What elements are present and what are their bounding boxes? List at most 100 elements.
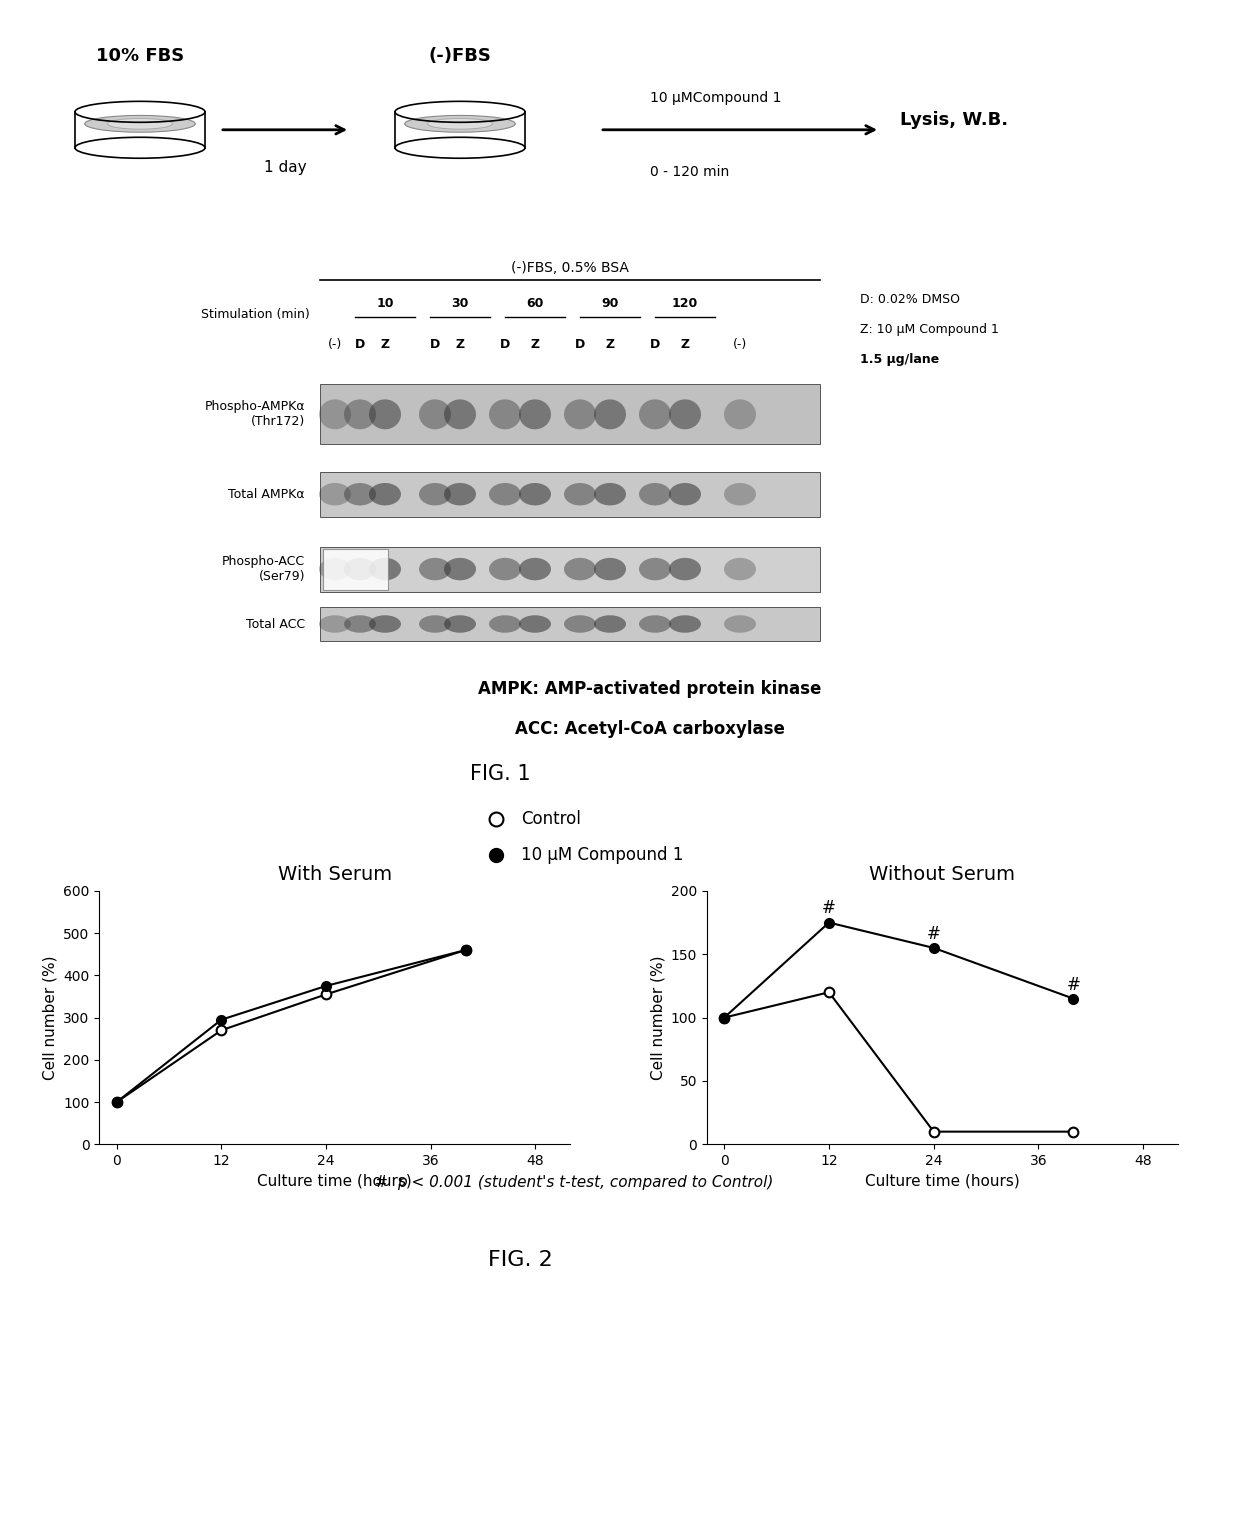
Ellipse shape [319, 558, 351, 581]
Text: Z: Z [531, 338, 539, 350]
Ellipse shape [419, 399, 451, 430]
Ellipse shape [489, 482, 521, 505]
Text: Z: 10 μM Compound 1: Z: 10 μM Compound 1 [861, 323, 999, 336]
X-axis label: Culture time (hours): Culture time (hours) [866, 1174, 1019, 1189]
Ellipse shape [343, 558, 376, 581]
Ellipse shape [594, 399, 626, 430]
Ellipse shape [520, 558, 551, 581]
Text: Phospho-AMPKα
(Thr172): Phospho-AMPKα (Thr172) [205, 401, 305, 429]
Text: #: # [374, 1175, 387, 1190]
Ellipse shape [639, 616, 671, 633]
Ellipse shape [419, 616, 451, 633]
Ellipse shape [639, 482, 671, 505]
Bar [320, 384, 820, 444]
Text: Control: Control [521, 811, 580, 828]
Ellipse shape [724, 482, 756, 505]
Title: With Serum: With Serum [278, 865, 392, 883]
Ellipse shape [594, 558, 626, 581]
Text: D: 0.02% DMSO: D: 0.02% DMSO [861, 293, 960, 306]
Y-axis label: Cell number (%): Cell number (%) [42, 955, 57, 1080]
Text: AMPK: AMP-activated protein kinase: AMPK: AMP-activated protein kinase [479, 680, 822, 697]
Ellipse shape [520, 616, 551, 633]
Text: (-)FBS, 0.5% BSA: (-)FBS, 0.5% BSA [511, 261, 629, 275]
Ellipse shape [594, 482, 626, 505]
Text: Total ACC: Total ACC [246, 617, 305, 630]
Text: (-)FBS: (-)FBS [429, 48, 491, 65]
Text: (-): (-) [327, 338, 342, 350]
Ellipse shape [343, 399, 376, 430]
Text: 30: 30 [451, 296, 469, 310]
Ellipse shape [594, 616, 626, 633]
Ellipse shape [724, 558, 756, 581]
Text: D: D [575, 338, 585, 350]
Ellipse shape [444, 482, 476, 505]
Text: (-): (-) [733, 338, 748, 350]
Ellipse shape [444, 558, 476, 581]
Ellipse shape [404, 115, 516, 132]
Ellipse shape [319, 399, 351, 430]
Text: #: # [822, 900, 836, 917]
Ellipse shape [564, 558, 596, 581]
Ellipse shape [489, 558, 521, 581]
Ellipse shape [724, 616, 756, 633]
Ellipse shape [670, 616, 701, 633]
Text: 10% FBS: 10% FBS [95, 48, 184, 65]
Text: 10 μM Compound 1: 10 μM Compound 1 [521, 846, 683, 863]
Text: ACC: Acetyl-CoA carboxylase: ACC: Acetyl-CoA carboxylase [515, 720, 785, 737]
Ellipse shape [319, 482, 351, 505]
Text: 10 μMCompound 1: 10 μMCompound 1 [650, 91, 781, 104]
Ellipse shape [670, 558, 701, 581]
Text: 120: 120 [672, 296, 698, 310]
Ellipse shape [108, 118, 172, 129]
Ellipse shape [444, 399, 476, 430]
Ellipse shape [84, 115, 195, 132]
Ellipse shape [319, 616, 351, 633]
Ellipse shape [564, 399, 596, 430]
Text: Lysis, W.B.: Lysis, W.B. [900, 111, 1008, 129]
Text: Stimulation (min): Stimulation (min) [201, 309, 310, 321]
Text: Z: Z [381, 338, 389, 350]
Ellipse shape [564, 616, 596, 633]
Ellipse shape [520, 399, 551, 430]
Bar [320, 547, 820, 591]
Ellipse shape [564, 482, 596, 505]
Text: 10: 10 [376, 296, 394, 310]
Ellipse shape [670, 399, 701, 430]
Ellipse shape [370, 482, 401, 505]
Text: #: # [1066, 975, 1080, 994]
Ellipse shape [370, 399, 401, 430]
Title: Without Serum: Without Serum [869, 865, 1016, 883]
Text: 0 - 120 min: 0 - 120 min [650, 164, 729, 178]
Text: D: D [430, 338, 440, 350]
Text: FIG. 2: FIG. 2 [489, 1249, 553, 1270]
Text: 1.5 μg/lane: 1.5 μg/lane [861, 353, 939, 366]
Text: 60: 60 [526, 296, 543, 310]
Text: 1 day: 1 day [264, 160, 306, 175]
Ellipse shape [724, 399, 756, 430]
Text: D: D [500, 338, 510, 350]
Y-axis label: Cell number (%): Cell number (%) [650, 955, 665, 1080]
Text: D: D [650, 338, 660, 350]
Text: Phospho-ACC
(Ser79): Phospho-ACC (Ser79) [222, 554, 305, 584]
Ellipse shape [428, 118, 492, 129]
Text: p < 0.001 (student's t-test, compared to Control): p < 0.001 (student's t-test, compared to… [397, 1175, 774, 1190]
Ellipse shape [489, 399, 521, 430]
Ellipse shape [370, 616, 401, 633]
Text: Z: Z [681, 338, 689, 350]
Ellipse shape [639, 558, 671, 581]
Bar [320, 472, 820, 516]
Ellipse shape [444, 616, 476, 633]
Ellipse shape [639, 399, 671, 430]
Ellipse shape [343, 616, 376, 633]
Ellipse shape [419, 482, 451, 505]
Ellipse shape [370, 558, 401, 581]
Ellipse shape [489, 616, 521, 633]
Text: Z: Z [455, 338, 465, 350]
X-axis label: Culture time (hours): Culture time (hours) [258, 1174, 412, 1189]
Ellipse shape [670, 482, 701, 505]
Text: Z: Z [605, 338, 615, 350]
Text: FIG. 1: FIG. 1 [470, 763, 531, 783]
Ellipse shape [520, 482, 551, 505]
Bar [322, 548, 388, 590]
Ellipse shape [419, 558, 451, 581]
